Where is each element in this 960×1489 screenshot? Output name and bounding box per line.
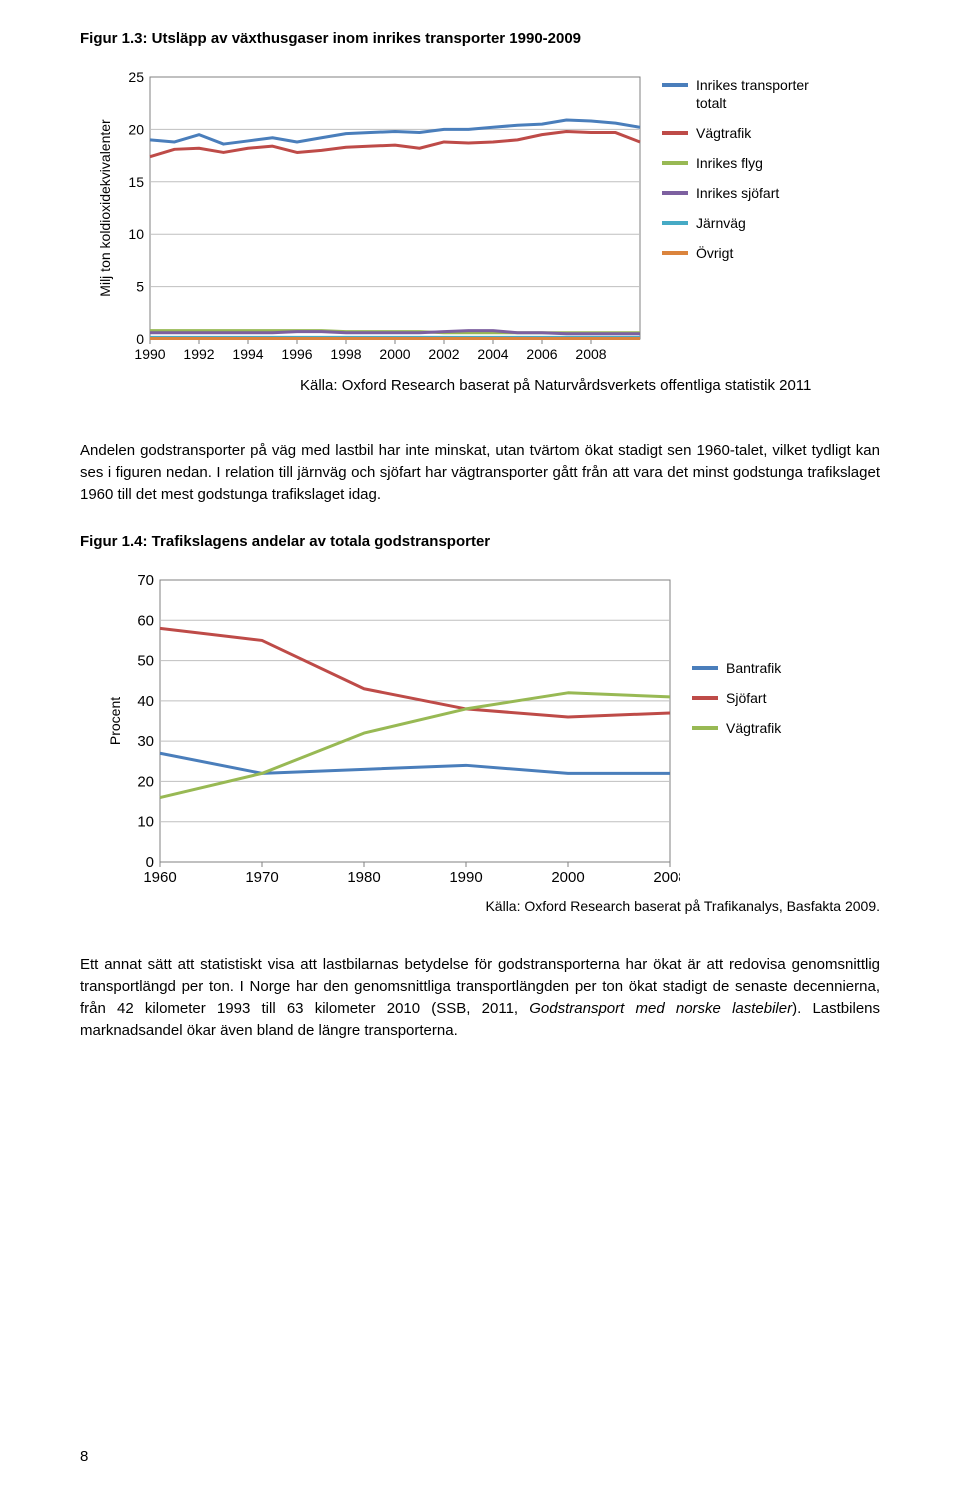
legend-label: Övrigt <box>696 245 733 261</box>
legend-item: Inrikes flyg <box>662 155 809 171</box>
svg-text:1980: 1980 <box>347 869 380 886</box>
svg-text:20: 20 <box>137 774 154 791</box>
legend-label: Inrikes flyg <box>696 155 763 171</box>
legend-item: Vägtrafik <box>662 125 809 141</box>
svg-text:1996: 1996 <box>281 346 312 362</box>
svg-text:1990: 1990 <box>449 869 482 886</box>
svg-text:2004: 2004 <box>477 346 508 362</box>
svg-text:50: 50 <box>137 653 154 670</box>
svg-text:2008: 2008 <box>575 346 606 362</box>
legend-label: Inrikes sjöfart <box>696 185 779 201</box>
legend-label: Vägtrafik <box>696 125 751 141</box>
figure-1-3-legend: Inrikes transporter totalt Vägtrafik Inrike… <box>650 67 809 275</box>
figure-1-4-legend: Bantrafik Sjöfart Vägtrafik <box>680 570 781 750</box>
page-number: 8 <box>80 1448 88 1465</box>
paragraph-2: Ett annat sätt att statistiskt visa att … <box>80 954 880 1041</box>
svg-text:2000: 2000 <box>551 869 584 886</box>
svg-text:70: 70 <box>137 572 154 589</box>
svg-text:25: 25 <box>128 69 144 85</box>
legend-label: Sjöfart <box>726 690 766 706</box>
legend-label: totalt <box>696 95 726 111</box>
legend-item: totalt <box>662 95 809 111</box>
svg-text:1992: 1992 <box>183 346 214 362</box>
figure-1-4: 010203040506070196019701980199020002008P… <box>80 570 880 890</box>
svg-text:2006: 2006 <box>526 346 557 362</box>
svg-text:20: 20 <box>128 121 144 137</box>
legend-swatch <box>692 666 718 670</box>
legend-label: Vägtrafik <box>726 720 781 736</box>
legend-swatch <box>662 191 688 195</box>
svg-text:1970: 1970 <box>245 869 278 886</box>
legend-item: Inrikes sjöfart <box>662 185 809 201</box>
paragraph-2-italic: Godstransport med norske lastebiler <box>529 1000 792 1017</box>
svg-text:1998: 1998 <box>330 346 361 362</box>
figure-1-4-chart: 010203040506070196019701980199020002008P… <box>80 570 680 890</box>
legend-label: Järnväg <box>696 215 746 231</box>
legend-item: Inrikes transporter <box>662 77 809 93</box>
svg-text:1994: 1994 <box>232 346 263 362</box>
svg-text:1960: 1960 <box>143 869 176 886</box>
figure-1-4-title: Figur 1.4: Trafikslagens andelar av tota… <box>80 533 880 550</box>
svg-text:1990: 1990 <box>134 346 165 362</box>
svg-text:2002: 2002 <box>428 346 459 362</box>
legend-swatch <box>662 221 688 225</box>
figure-1-3: 0 5 10 15 20 25 1990 1992 1994 1996 1998 2000 2002 20… <box>80 67 880 367</box>
legend-swatch <box>662 131 688 135</box>
svg-text:10: 10 <box>128 226 144 242</box>
legend-item: Järnväg <box>662 215 809 231</box>
svg-text:5: 5 <box>136 279 144 295</box>
legend-label: Inrikes transporter <box>696 77 809 93</box>
legend-item: Övrigt <box>662 245 809 261</box>
svg-text:10: 10 <box>137 814 154 831</box>
legend-item: Vägtrafik <box>692 720 781 736</box>
svg-text:Procent: Procent <box>107 697 123 745</box>
legend-label: Bantrafik <box>726 660 781 676</box>
svg-text:0: 0 <box>136 331 144 347</box>
svg-text:30: 30 <box>137 733 154 750</box>
svg-text:2000: 2000 <box>379 346 410 362</box>
legend-swatch <box>662 161 688 165</box>
legend-swatch <box>692 726 718 730</box>
svg-text:60: 60 <box>137 613 154 630</box>
legend-item: Bantrafik <box>692 660 781 676</box>
svg-text:40: 40 <box>137 693 154 710</box>
legend-swatch <box>662 83 688 87</box>
figure-1-4-source: Källa: Oxford Research baserat på Trafik… <box>80 898 880 914</box>
svg-text:2008: 2008 <box>653 869 680 886</box>
legend-item: Sjöfart <box>692 690 781 706</box>
figure-1-3-title: Figur 1.3: Utsläpp av växthusgaser inom … <box>80 30 880 47</box>
legend-swatch <box>692 696 718 700</box>
svg-text:15: 15 <box>128 174 144 190</box>
figure-1-3-chart: 0 5 10 15 20 25 1990 1992 1994 1996 1998 2000 2002 20… <box>80 67 650 367</box>
paragraph-1: Andelen godstransporter på väg med lastb… <box>80 440 880 505</box>
legend-swatch <box>662 251 688 255</box>
figure-1-3-source: Källa: Oxford Research baserat på Naturv… <box>300 377 880 394</box>
svg-text:Milj ton koldioxidekvivalenter: Milj ton koldioxidekvivalenter <box>97 119 113 297</box>
